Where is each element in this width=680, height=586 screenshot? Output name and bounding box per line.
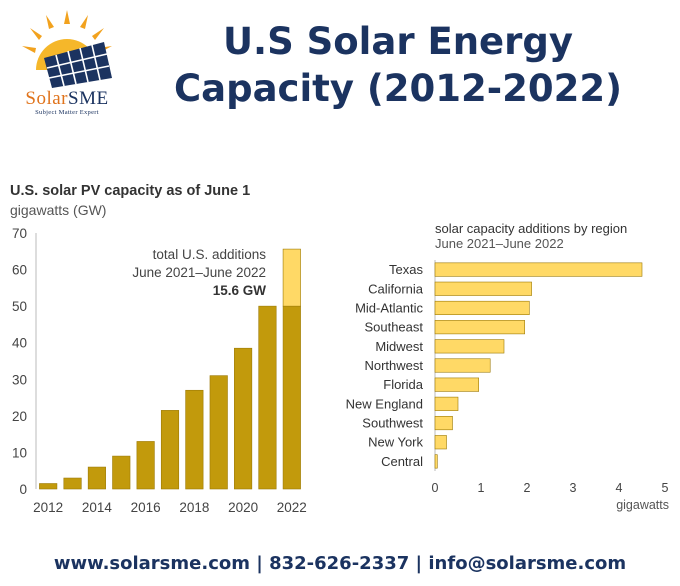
logo-tagline: Subject Matter Expert bbox=[35, 109, 99, 116]
region-additions-chart: solar capacity additions by region June … bbox=[346, 221, 669, 512]
region-label: Florida bbox=[383, 377, 424, 392]
region-label: California bbox=[368, 281, 424, 296]
y-tick-label: 10 bbox=[12, 445, 27, 460]
capacity-bar bbox=[185, 389, 204, 490]
page-title-line2: Capacity (2012-2022) bbox=[173, 67, 622, 110]
y-tick-label: 0 bbox=[19, 482, 27, 497]
capacity-bar bbox=[112, 455, 131, 490]
additions-bar-segment bbox=[282, 248, 301, 307]
x-tick-label: 0 bbox=[432, 481, 439, 495]
capacity-bar bbox=[87, 466, 106, 490]
capacity-bar bbox=[160, 410, 180, 490]
capacity-bar bbox=[63, 477, 82, 490]
region-bar bbox=[434, 435, 447, 450]
region-bar bbox=[434, 339, 505, 354]
capacity-bar bbox=[282, 305, 301, 490]
region-label: Midwest bbox=[375, 339, 423, 354]
region-label: Central bbox=[381, 454, 423, 469]
capacity-chart-subtitle: gigawatts (GW) bbox=[10, 202, 106, 218]
capacity-bar bbox=[234, 347, 253, 490]
additions-annotation-line1: total U.S. additions bbox=[153, 247, 267, 262]
region-chart-subtitle: June 2021–June 2022 bbox=[435, 236, 564, 251]
region-label: Northwest bbox=[364, 358, 423, 373]
region-bar bbox=[434, 262, 643, 277]
x-tick-label: 3 bbox=[570, 481, 577, 495]
region-bar bbox=[434, 377, 480, 392]
region-bar bbox=[434, 320, 525, 335]
region-label: New England bbox=[346, 396, 423, 411]
x-tick-label: 1 bbox=[478, 481, 485, 495]
region-bar bbox=[434, 358, 491, 373]
region-label: Texas bbox=[389, 262, 423, 277]
capacity-chart-title: U.S. solar PV capacity as of June 1 bbox=[10, 183, 250, 199]
region-bar bbox=[434, 281, 532, 296]
capacity-bar-chart: U.S. solar PV capacity as of June 1 giga… bbox=[10, 183, 307, 515]
y-tick-label: 20 bbox=[12, 409, 27, 424]
capacity-bar bbox=[258, 305, 277, 490]
capacity-bar bbox=[39, 483, 58, 490]
region-bar bbox=[434, 300, 530, 316]
y-tick-label: 30 bbox=[12, 372, 27, 387]
x-tick-label: 2018 bbox=[179, 500, 209, 515]
logo-wordmark: SolarSME bbox=[25, 88, 109, 109]
region-label: Mid-Atlantic bbox=[355, 300, 423, 315]
x-tick-label: 2012 bbox=[33, 500, 63, 515]
region-bar bbox=[434, 415, 453, 431]
y-tick-label: 40 bbox=[12, 336, 27, 351]
x-tick-label: 2014 bbox=[82, 500, 113, 515]
y-tick-label: 70 bbox=[12, 226, 27, 241]
page-title: U.S Solar Energy Capacity (2012-2022) bbox=[128, 18, 668, 112]
region-chart-title: solar capacity additions by region bbox=[435, 221, 627, 236]
x-tick-label: 2022 bbox=[277, 500, 307, 515]
x-tick-label: 5 bbox=[662, 481, 669, 495]
region-bar bbox=[434, 454, 438, 469]
additions-annotation-line2: June 2021–June 2022 bbox=[132, 265, 266, 280]
capacity-bar bbox=[136, 441, 155, 490]
region-label: Southwest bbox=[362, 416, 423, 431]
solar-panel-sun-icon bbox=[22, 10, 112, 88]
solarsme-logo: SolarSME Subject Matter Expert bbox=[8, 8, 126, 118]
y-tick-label: 50 bbox=[12, 299, 27, 314]
region-bar bbox=[434, 396, 459, 411]
region-label: Southeast bbox=[364, 320, 423, 335]
x-tick-label: 4 bbox=[616, 481, 623, 495]
contact-footer: www.solarsme.com | 832-626-2337 | info@s… bbox=[53, 553, 627, 574]
page-title-line1: U.S Solar Energy bbox=[222, 20, 574, 63]
region-label: New York bbox=[368, 435, 423, 450]
y-tick-label: 60 bbox=[12, 263, 27, 278]
capacity-bar bbox=[209, 375, 228, 490]
additions-annotation-line3: 15.6 GW bbox=[213, 283, 267, 298]
region-chart-xlabel: gigawatts bbox=[616, 498, 669, 512]
x-tick-label: 2 bbox=[524, 481, 531, 495]
x-tick-label: 2020 bbox=[228, 500, 258, 515]
x-tick-label: 2016 bbox=[131, 500, 161, 515]
